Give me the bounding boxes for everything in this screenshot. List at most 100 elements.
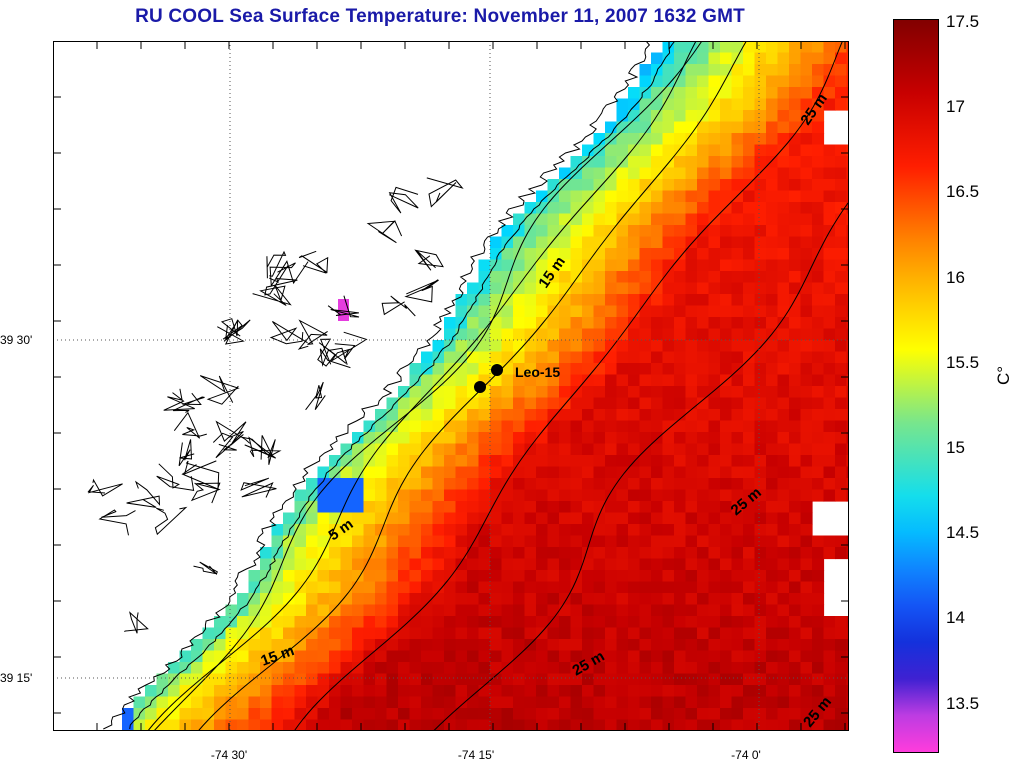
- sst-cell: [743, 524, 756, 537]
- sst-cell: [432, 351, 445, 364]
- sst-cell: [674, 374, 687, 387]
- sst-cell: [662, 305, 675, 318]
- lon-label-74-15: -74 15': [457, 748, 495, 762]
- sst-cell: [800, 593, 813, 606]
- sst-cell: [731, 98, 744, 111]
- sst-cell: [685, 213, 698, 226]
- sst-cell: [777, 455, 790, 468]
- sst-cell: [306, 673, 319, 686]
- sst-cell: [570, 708, 583, 721]
- sst-cell: [777, 547, 790, 560]
- sst-cell: [743, 535, 756, 548]
- sst-cell: [536, 374, 549, 387]
- sst-cell: [697, 685, 710, 698]
- sst-cell: [559, 524, 572, 537]
- sst-cell: [398, 662, 411, 675]
- sst-cell: [467, 305, 480, 318]
- sst-cell: [329, 455, 342, 468]
- sst-cell: [605, 558, 618, 571]
- sst-cell: [490, 570, 503, 583]
- sst-cell: [363, 604, 376, 617]
- sst-cell: [478, 639, 491, 652]
- sst-cell: [628, 236, 641, 249]
- sst-cell: [478, 558, 491, 571]
- sst-cell: [766, 409, 779, 422]
- colorbar-tick: 14.5: [946, 523, 980, 542]
- sst-cell: [789, 340, 802, 353]
- sst-cell: [582, 512, 595, 525]
- sst-cell: [329, 685, 342, 698]
- sst-cell: [605, 282, 618, 295]
- sst-cell: [616, 501, 629, 514]
- sst-cell: [720, 616, 733, 629]
- sst-cell: [777, 87, 790, 100]
- sst-cell: [812, 443, 825, 456]
- sst-cell: [697, 512, 710, 525]
- sst-cell: [754, 719, 767, 731]
- sst-cell: [536, 570, 549, 583]
- sst-cell: [283, 581, 296, 594]
- sst-cell: [812, 282, 825, 295]
- sst-cell: [432, 650, 445, 663]
- sst-cell: [823, 616, 836, 629]
- sst-cell: [616, 524, 629, 537]
- sst-cell: [685, 616, 698, 629]
- sst-cell: [271, 535, 284, 548]
- sst-cell: [823, 98, 836, 111]
- sst-cell: [329, 501, 342, 514]
- sst-cell: [455, 501, 468, 514]
- sst-cell: [444, 662, 457, 675]
- sst-cell: [248, 581, 261, 594]
- sst-cell: [513, 443, 526, 456]
- sst-cell: [651, 524, 664, 537]
- sst-cell: [432, 409, 445, 422]
- sst-cell: [260, 685, 273, 698]
- sst-cell: [835, 87, 848, 100]
- sst-cell: [202, 685, 215, 698]
- sst-cell: [662, 363, 675, 376]
- sst-cell: [674, 294, 687, 307]
- coastline-marsh: [381, 295, 416, 317]
- sst-cell: [490, 374, 503, 387]
- sst-cell: [731, 259, 744, 272]
- sst-cell: [513, 501, 526, 514]
- sst-cell: [800, 685, 813, 698]
- sst-cell: [812, 52, 825, 65]
- sst-cell: [823, 420, 836, 433]
- sst-cell: [777, 627, 790, 640]
- sst-cell: [593, 282, 606, 295]
- sst-cell: [237, 685, 250, 698]
- sst-cell: [340, 535, 353, 548]
- sst-cell: [697, 409, 710, 422]
- sst-cell: [559, 271, 572, 284]
- sst-cell: [570, 294, 583, 307]
- sst-cell: [800, 236, 813, 249]
- sst-cell: [846, 75, 849, 88]
- sst-cell: [835, 616, 848, 629]
- sst-cell: [812, 64, 825, 77]
- sst-cell: [547, 305, 560, 318]
- sst-cell: [237, 708, 250, 721]
- sst-cell: [478, 478, 491, 491]
- sst-cell: [846, 696, 849, 709]
- sst-cell: [823, 685, 836, 698]
- sst-cell: [524, 248, 537, 261]
- sst-cell: [628, 593, 641, 606]
- sst-cell: [731, 501, 744, 514]
- sst-cell: [559, 305, 572, 318]
- sst-cell: [616, 386, 629, 399]
- sst-cell: [708, 374, 721, 387]
- sst-cell: [559, 317, 572, 330]
- sst-cell: [639, 386, 652, 399]
- sst-cell: [501, 271, 514, 284]
- sst-cell: [789, 144, 802, 157]
- sst-cell: [409, 466, 422, 479]
- sst-cell: [754, 213, 767, 226]
- sst-cell: [329, 650, 342, 663]
- sst-cell: [835, 455, 848, 468]
- sst-cell: [605, 420, 618, 433]
- sst-cell: [639, 98, 652, 111]
- sst-cell: [777, 501, 790, 514]
- sst-cell: [685, 202, 698, 215]
- sst-cell: [720, 110, 733, 123]
